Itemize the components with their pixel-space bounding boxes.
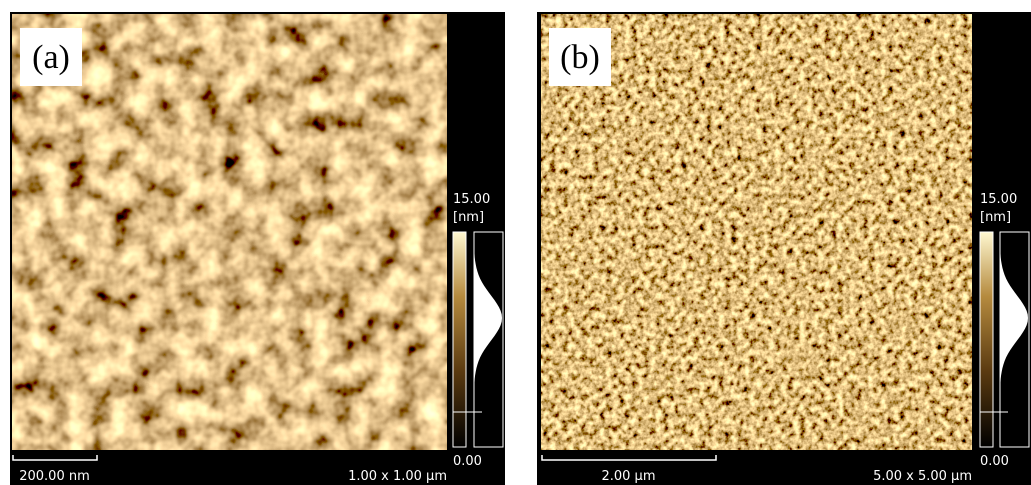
colorbar xyxy=(453,232,466,447)
colorbar-min: 0.00 xyxy=(453,454,482,469)
colorbar-unit: [nm] xyxy=(453,210,484,225)
colorbar-max: 15.00 xyxy=(980,192,1017,207)
afm-panel: (b) 15.00 [nm] 0.00 2.00 µm 5.00 x 5.00 µm xyxy=(537,12,1031,485)
figure: (a)15.00[nm]0.00200.00 nm1.00 x 1.00 µm(… xyxy=(0,0,1031,485)
panel-label: (a) xyxy=(32,39,70,76)
afm-panel: (a) 15.00 [nm] 0.00 200.00 nm 1.00 x 1.00 µm xyxy=(10,12,505,485)
colorbar xyxy=(980,232,993,447)
colorbar-unit: [nm] xyxy=(980,210,1011,225)
scan-size: 5.00 x 5.00 µm xyxy=(873,469,972,484)
panel-label: (b) xyxy=(560,39,600,76)
scale-bar-label: 2.00 µm xyxy=(601,469,655,484)
colorbar-max: 15.00 xyxy=(453,192,490,207)
scale-bar-label: 200.00 nm xyxy=(19,469,90,484)
colorbar-min: 0.00 xyxy=(980,454,1009,469)
scan-size: 1.00 x 1.00 µm xyxy=(348,469,447,484)
